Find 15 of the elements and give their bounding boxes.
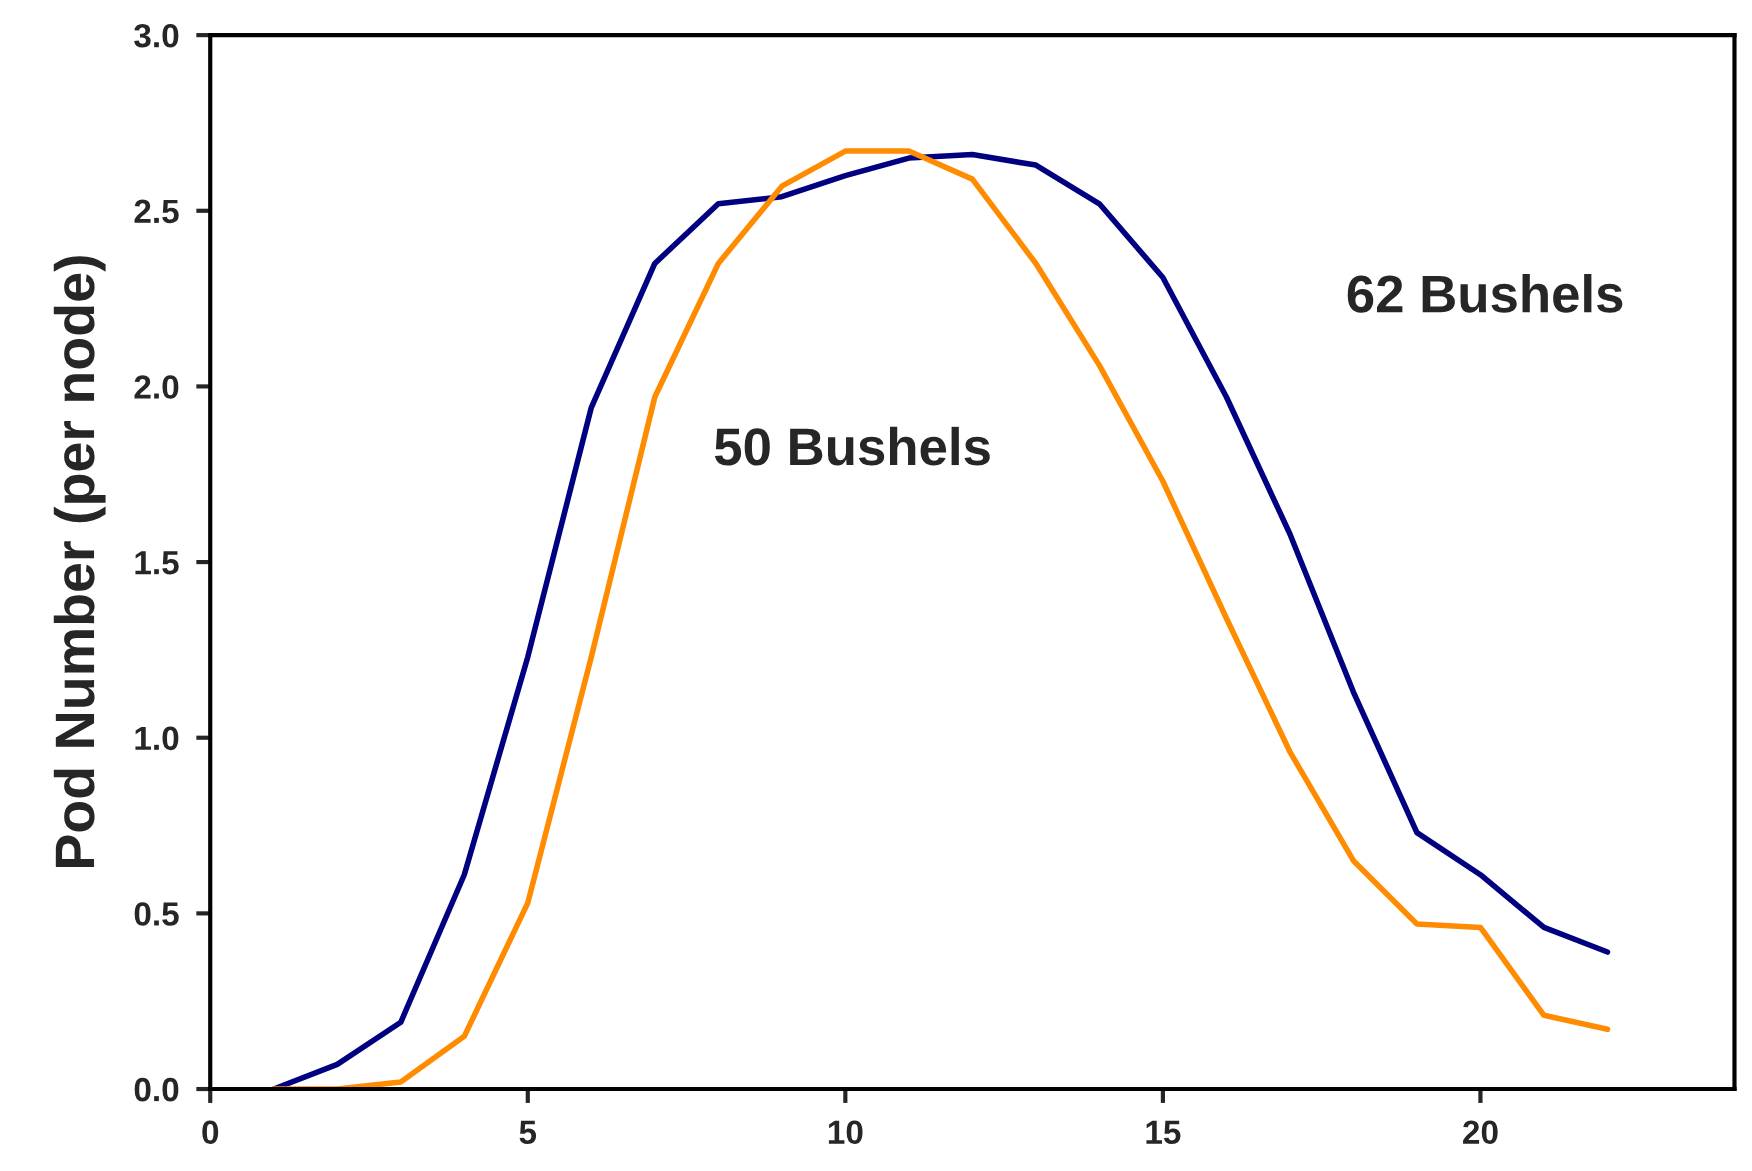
text: 62 Bushels <box>1347 274 1623 313</box>
series-label: 50 Bushels <box>714 426 990 466</box>
x-tick-label: 5 <box>519 1120 537 1145</box>
x-tick-label: 20 <box>1463 1120 1498 1145</box>
y-tick-label: 1.0 <box>135 726 179 751</box>
y-tick-label: 3.0 <box>134 23 179 48</box>
y-tick-label: 2.5 <box>134 199 179 224</box>
y-tick-label: 1.5 <box>135 551 179 575</box>
y-tick-label: 0.0 <box>134 1077 179 1102</box>
x-tick-label: 0 <box>202 1120 219 1145</box>
y-tick-label: 0.5 <box>134 902 179 926</box>
y-axis-title: Pod Number (per node) <box>53 256 106 867</box>
y-tick-label: 2.0 <box>134 375 179 399</box>
x-tick-label: 10 <box>828 1120 863 1145</box>
x-tick-label: 15 <box>1146 1120 1181 1145</box>
